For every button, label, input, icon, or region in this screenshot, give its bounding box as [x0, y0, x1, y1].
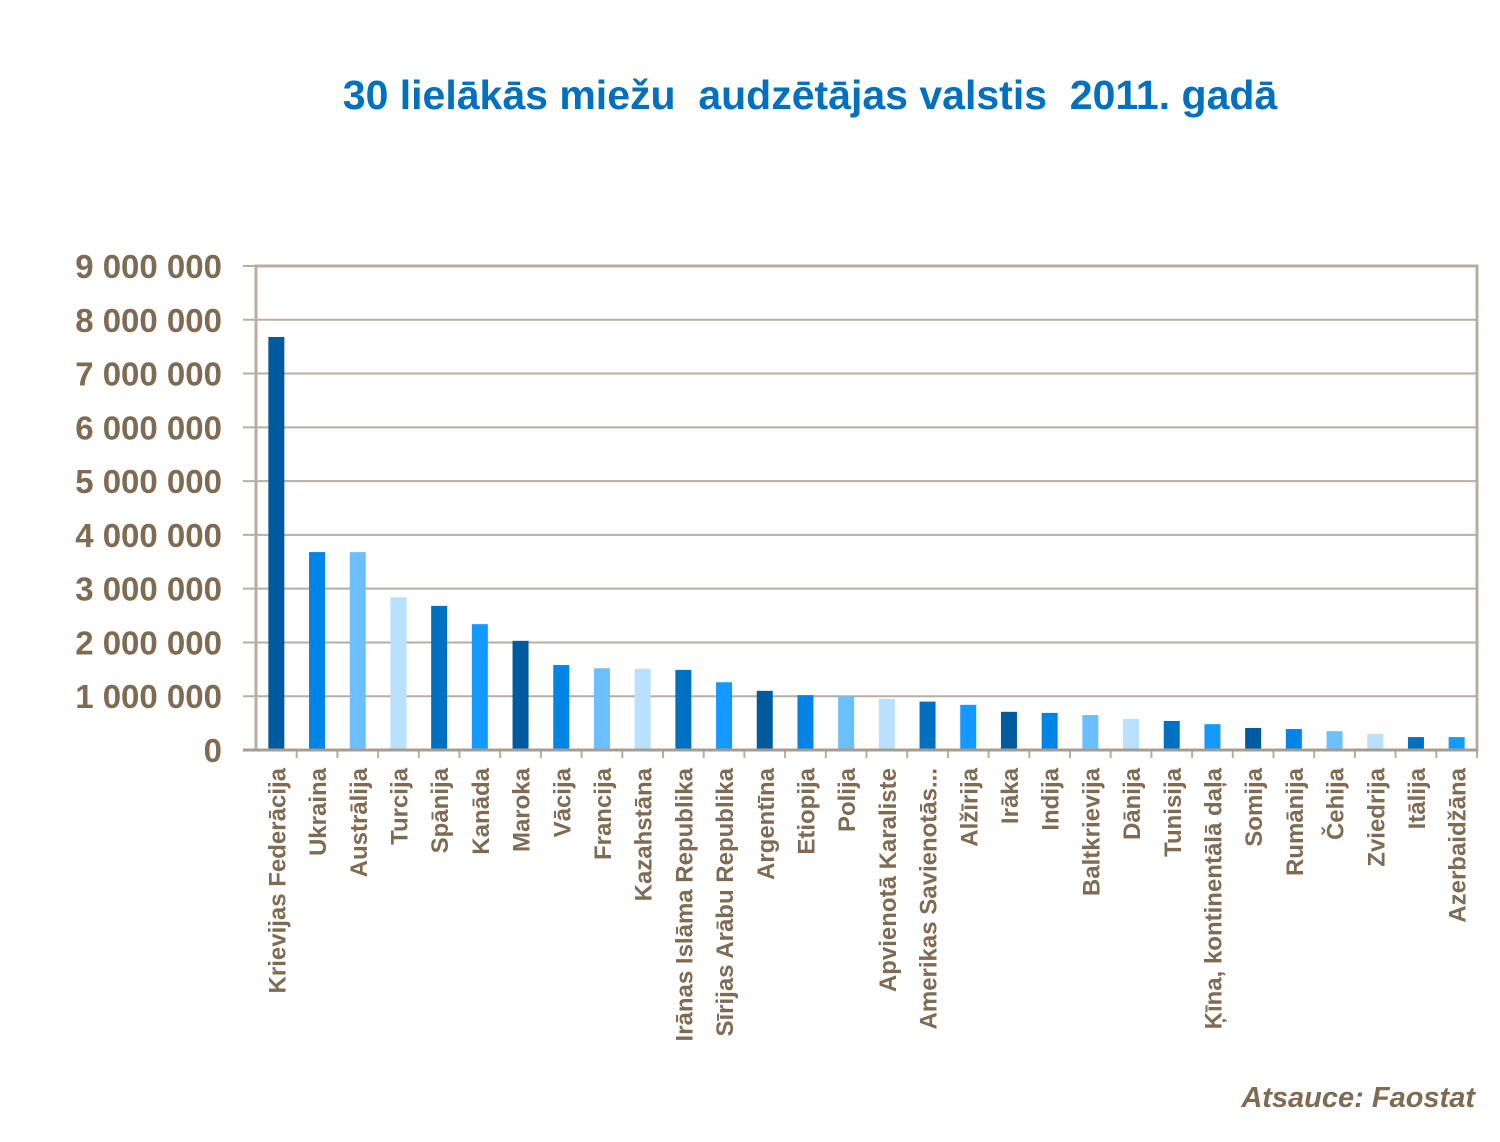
y-tick-label: 0 — [204, 732, 222, 769]
bar — [960, 704, 977, 750]
bar — [268, 336, 285, 750]
bar — [1204, 724, 1221, 750]
x-tick-label: Zviedrija — [1363, 767, 1390, 866]
bar — [553, 665, 570, 750]
chart-title: 30 lielākās miežu audzētājas valstis 201… — [342, 72, 1278, 118]
y-tick-label: 4 000 000 — [75, 517, 222, 554]
x-tick-label: Ķīna, kontinentālā daļa — [1200, 767, 1227, 1029]
bar — [1245, 727, 1262, 750]
x-tick-label: Sīrijas Arābu Republika — [712, 767, 739, 1036]
source-note: Atsauce: Faostat — [1241, 1082, 1475, 1114]
bar — [716, 682, 733, 750]
y-tick-label: 5 000 000 — [75, 463, 222, 500]
bar — [1082, 715, 1099, 750]
bar — [675, 669, 692, 750]
y-tick-label: 6 000 000 — [75, 409, 222, 446]
bar — [878, 698, 895, 750]
bar — [431, 605, 448, 750]
x-tick-label: Krievijas Federācija — [264, 767, 291, 993]
x-tick-label: Indija — [1038, 767, 1065, 830]
x-tick-label: Etiopija — [793, 767, 820, 854]
x-tick-label: Spānija — [427, 767, 454, 853]
x-tick-label: Vācija — [549, 767, 576, 837]
x-tick-label: Irāka — [997, 767, 1024, 824]
bar — [1163, 720, 1180, 750]
bar — [797, 695, 814, 750]
bar — [471, 624, 488, 750]
x-tick-label: Argentīna — [753, 767, 780, 880]
x-tick-label: Maroka — [509, 767, 536, 852]
y-tick-label: 7 000 000 — [75, 356, 222, 393]
bar — [512, 640, 529, 750]
x-tick-label: Tunisija — [1160, 767, 1187, 857]
x-tick-label: Čehija — [1322, 767, 1350, 840]
x-tick-label: Baltkrievija — [1078, 767, 1105, 896]
x-tick-label: Alžīrija — [956, 767, 983, 846]
x-tick-label: Dānija — [1119, 767, 1146, 840]
x-tick-label: Kazahstāna — [631, 767, 658, 901]
bar — [1326, 731, 1343, 750]
x-tick-label: Ukraina — [305, 767, 332, 856]
bar — [756, 690, 773, 750]
bar — [1448, 737, 1465, 750]
bar — [1285, 729, 1302, 750]
x-tick-label: Rumānija — [1282, 767, 1309, 876]
bar — [309, 552, 326, 750]
y-tick-label: 9 000 000 — [75, 248, 222, 285]
x-tick-label: Turcija — [386, 767, 413, 845]
x-tick-label: Polija — [834, 767, 861, 832]
y-tick-label: 1 000 000 — [75, 678, 222, 715]
x-tick-label: Kanāda — [468, 767, 495, 854]
bar — [1367, 733, 1384, 750]
bar — [838, 696, 855, 750]
bar — [634, 668, 651, 750]
x-tick-label: Austrālija — [346, 767, 373, 877]
bar — [1000, 711, 1017, 750]
bar — [919, 701, 936, 750]
x-tick-label: Irānas Islāma Republika — [671, 767, 698, 1041]
x-tick-label: Apvienotā Karaliste — [875, 768, 902, 992]
bar — [593, 668, 610, 750]
bar — [1407, 737, 1424, 750]
y-tick-label: 2 000 000 — [75, 624, 222, 661]
x-tick-label: Azerbaidžāna — [1445, 767, 1472, 922]
bar — [1123, 718, 1140, 750]
y-tick-label: 3 000 000 — [75, 571, 222, 608]
y-tick-label: 8 000 000 — [75, 302, 222, 339]
x-tick-label: Itālija — [1404, 767, 1431, 829]
x-tick-label: Francija — [590, 767, 617, 860]
bar — [390, 597, 407, 750]
x-tick-label: Somija — [1241, 767, 1268, 846]
bar — [1041, 712, 1058, 750]
x-tick-label: Amerikas Savienotās... — [916, 768, 943, 1029]
bar — [349, 552, 366, 750]
